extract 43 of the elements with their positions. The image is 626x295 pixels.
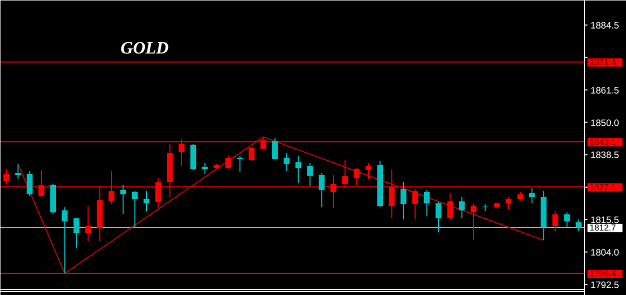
candlestick (284, 152, 290, 172)
ref-line-label: 1827.1 (590, 182, 616, 192)
candlestick (272, 137, 278, 160)
candlestick (26, 170, 33, 197)
ref-line-label: 1796.4 (590, 268, 616, 278)
candlestick (447, 192, 454, 221)
candlestick (506, 196, 512, 210)
candlestick (237, 155, 243, 172)
y-tick-label: 1861.5 (590, 85, 620, 96)
candlestick (470, 204, 476, 240)
candlestick (400, 182, 406, 220)
ref-line-label: 1871.4 (590, 56, 616, 67)
candlestick (424, 189, 430, 217)
candlestick (85, 206, 92, 242)
candlestick (318, 172, 325, 208)
candlestick (62, 206, 68, 274)
candlestick (517, 191, 524, 202)
candlestick (3, 168, 10, 185)
candlestick (458, 196, 465, 219)
candlestick (15, 164, 21, 180)
line-series (18, 136, 544, 274)
y-tick-label: 1850.0 (590, 118, 620, 128)
candlestick (295, 155, 302, 184)
candlestick (564, 212, 570, 228)
text: GOLD (120, 38, 170, 58)
ref-line-label: 1843.1 (590, 136, 616, 147)
candlestick (120, 184, 126, 215)
candlestick (74, 217, 80, 249)
y-tick-label: 1884.5 (590, 20, 620, 31)
candlestick (529, 188, 535, 204)
y-tick-label: 1838.5 (590, 150, 620, 160)
candlestick (202, 162, 208, 174)
y-tick-label: 1804.0 (590, 248, 620, 258)
candlestick (552, 210, 558, 232)
candlestick (144, 190, 150, 212)
candlestick (225, 155, 232, 170)
candlestick (436, 202, 442, 233)
y-tick-label: 1792.5 (590, 280, 620, 290)
candlestick (366, 162, 372, 180)
candlestick (132, 190, 138, 229)
candlestick (248, 146, 255, 162)
candlestick (576, 218, 582, 232)
candlestick (307, 162, 313, 187)
